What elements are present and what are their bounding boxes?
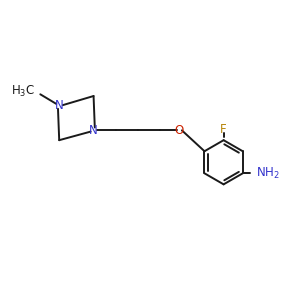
Text: O: O xyxy=(175,124,184,137)
Text: N: N xyxy=(89,124,98,137)
Text: H$_3$C: H$_3$C xyxy=(11,84,35,99)
Text: F: F xyxy=(220,123,227,136)
Text: N: N xyxy=(55,99,64,112)
Text: NH$_2$: NH$_2$ xyxy=(256,166,280,181)
